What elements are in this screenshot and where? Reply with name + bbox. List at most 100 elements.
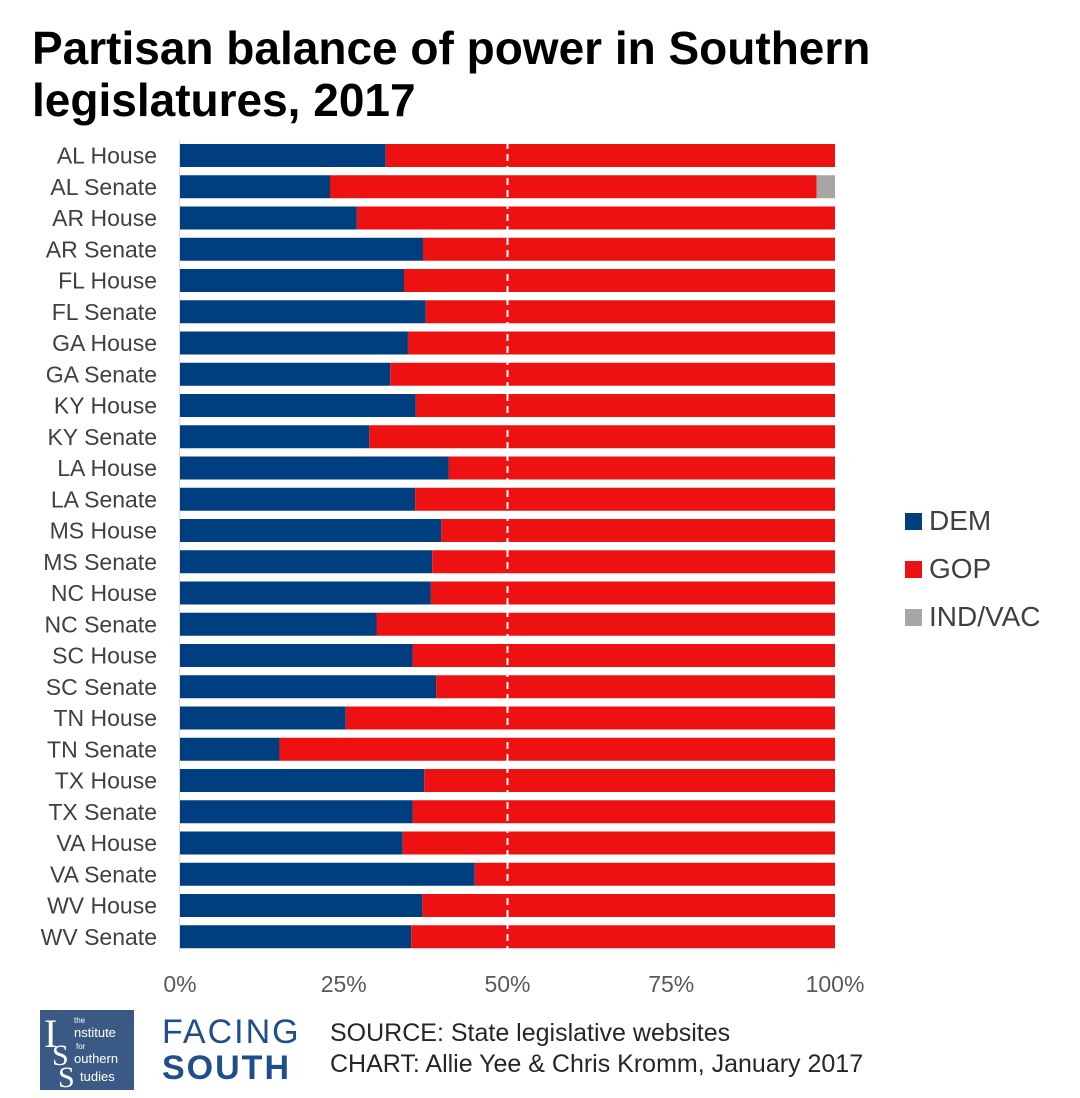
credits: SOURCE: State legislative websites CHART… xyxy=(330,1018,863,1080)
logo-word-the: the xyxy=(74,1016,86,1025)
bar-dem-va-house xyxy=(180,831,403,855)
category-label: AR Senate xyxy=(46,236,157,262)
brand-south: SOUTH xyxy=(162,1049,291,1087)
bar-gop-ga-senate xyxy=(390,362,835,386)
brand-facing: FACING xyxy=(162,1013,301,1051)
bar-gop-ms-senate xyxy=(432,550,835,574)
bar-gop-tx-house xyxy=(424,769,835,792)
category-label: NC House xyxy=(51,580,157,606)
legend-item: DEM xyxy=(905,497,1041,545)
bar-dem-ms-house xyxy=(180,519,442,542)
legend-item: IND/VAC xyxy=(905,593,1041,641)
bar-dem-al-house xyxy=(180,144,386,167)
bar-dem-nc-house xyxy=(180,581,431,605)
category-label: WV Senate xyxy=(41,924,157,950)
bar-dem-wv-senate xyxy=(180,925,412,949)
logo-letter-i: I xyxy=(44,1011,58,1056)
category-label: LA Senate xyxy=(51,486,157,512)
logo-word-tudies: tudies xyxy=(80,1069,115,1084)
bar-gop-ar-house xyxy=(356,206,835,230)
legend-label: IND/VAC xyxy=(929,601,1041,632)
bar-dem-wv-house xyxy=(180,894,423,917)
category-label: GA Senate xyxy=(46,361,157,387)
x-tick-label: 100% xyxy=(806,971,865,997)
bar-dem-ar-senate xyxy=(180,237,423,261)
category-label: SC House xyxy=(52,643,157,669)
category-label: SC Senate xyxy=(46,674,157,700)
bar-gop-la-senate xyxy=(415,487,835,511)
bar-dem-tn-house xyxy=(180,706,346,730)
category-label: AL Senate xyxy=(50,174,157,200)
bar-dem-tn-senate xyxy=(180,737,280,761)
legend-swatch xyxy=(905,512,922,530)
bar-gop-ar-senate xyxy=(423,237,835,261)
facing-south-logo: FACING SOUTH xyxy=(162,1014,301,1086)
legend: DEM GOP IND/VAC xyxy=(905,497,1041,641)
x-tick-label: 25% xyxy=(321,971,367,997)
bar-dem-sc-senate xyxy=(180,675,437,699)
bar-dem-ga-senate xyxy=(180,362,391,386)
logo-word-outhern: outhern xyxy=(74,1051,119,1066)
bar-dem-ky-senate xyxy=(180,425,370,449)
bar-gop-la-house xyxy=(448,456,835,480)
bar-gop-fl-senate xyxy=(425,300,836,324)
bar-gop-al-senate xyxy=(330,175,817,199)
bar-dem-al-senate xyxy=(180,175,330,199)
bar-gop-wv-senate xyxy=(411,925,835,949)
bar-ind-vac-al-senate xyxy=(816,175,835,199)
chart-credit-text: CHART: Allie Yee & Chris Kromm, January … xyxy=(330,1050,864,1078)
bar-dem-fl-house xyxy=(180,269,405,292)
bar-dem-la-house xyxy=(180,456,449,480)
bar-dem-sc-house xyxy=(180,644,413,667)
legend-swatch xyxy=(905,560,922,578)
bar-gop-ms-house xyxy=(441,519,835,542)
logo-letter-s2: S xyxy=(58,1061,75,1094)
category-label: NC Senate xyxy=(44,611,157,637)
bar-gop-wv-house xyxy=(422,894,835,917)
category-label: VA House xyxy=(56,830,157,856)
category-label: WV House xyxy=(47,893,157,919)
bar-gop-al-house xyxy=(385,144,835,167)
bar-gop-sc-senate xyxy=(436,675,835,699)
bar-dem-ar-house xyxy=(180,206,357,230)
bar-gop-tx-senate xyxy=(412,800,835,824)
legend-label: GOP xyxy=(929,553,992,584)
category-label: AR House xyxy=(52,205,157,231)
x-tick-label: 50% xyxy=(484,971,530,997)
category-label: MS Senate xyxy=(43,549,157,575)
bar-gop-sc-house xyxy=(412,644,835,667)
category-label: KY House xyxy=(54,393,157,419)
category-label: TN Senate xyxy=(47,736,157,762)
category-label: TX House xyxy=(55,768,157,794)
institute-for-southern-studies-logo: the I nstitute for S outhern S tudies xyxy=(40,1010,134,1094)
bars-layer xyxy=(180,144,836,949)
category-label: KY Senate xyxy=(47,424,157,450)
source-text: SOURCE: State legislative websites xyxy=(330,1019,731,1047)
bar-dem-nc-senate xyxy=(180,612,377,636)
category-label: TX Senate xyxy=(48,799,157,825)
category-label: FL Senate xyxy=(52,299,157,325)
bar-gop-ga-house xyxy=(407,331,835,355)
bar-dem-ky-house xyxy=(180,394,416,417)
bar-gop-va-house xyxy=(402,831,835,855)
legend-item: GOP xyxy=(905,545,1041,593)
bar-dem-la-senate xyxy=(180,487,416,511)
legend-label: DEM xyxy=(929,505,992,536)
chart-title: Partisan balance of power in Southern le… xyxy=(32,22,871,126)
x-tick-labels-layer: 0% 25% 50% 75% 100% xyxy=(163,971,864,997)
logo-word-for: for xyxy=(76,1042,86,1051)
bar-gop-ky-senate xyxy=(369,425,835,449)
category-label: LA House xyxy=(57,455,157,481)
category-label: GA House xyxy=(52,330,157,356)
logo-letter-s1: S xyxy=(52,1039,69,1072)
bar-gop-tn-senate xyxy=(279,737,835,761)
category-label: TN House xyxy=(53,705,157,731)
bar-gop-fl-house xyxy=(404,269,835,292)
bar-gop-tn-house xyxy=(345,706,835,730)
bar-dem-tx-senate xyxy=(180,800,413,824)
reference-line-layer xyxy=(179,140,509,953)
bar-dem-tx-house xyxy=(180,769,425,792)
bar-dem-fl-senate xyxy=(180,300,426,324)
category-label: FL House xyxy=(58,268,157,294)
